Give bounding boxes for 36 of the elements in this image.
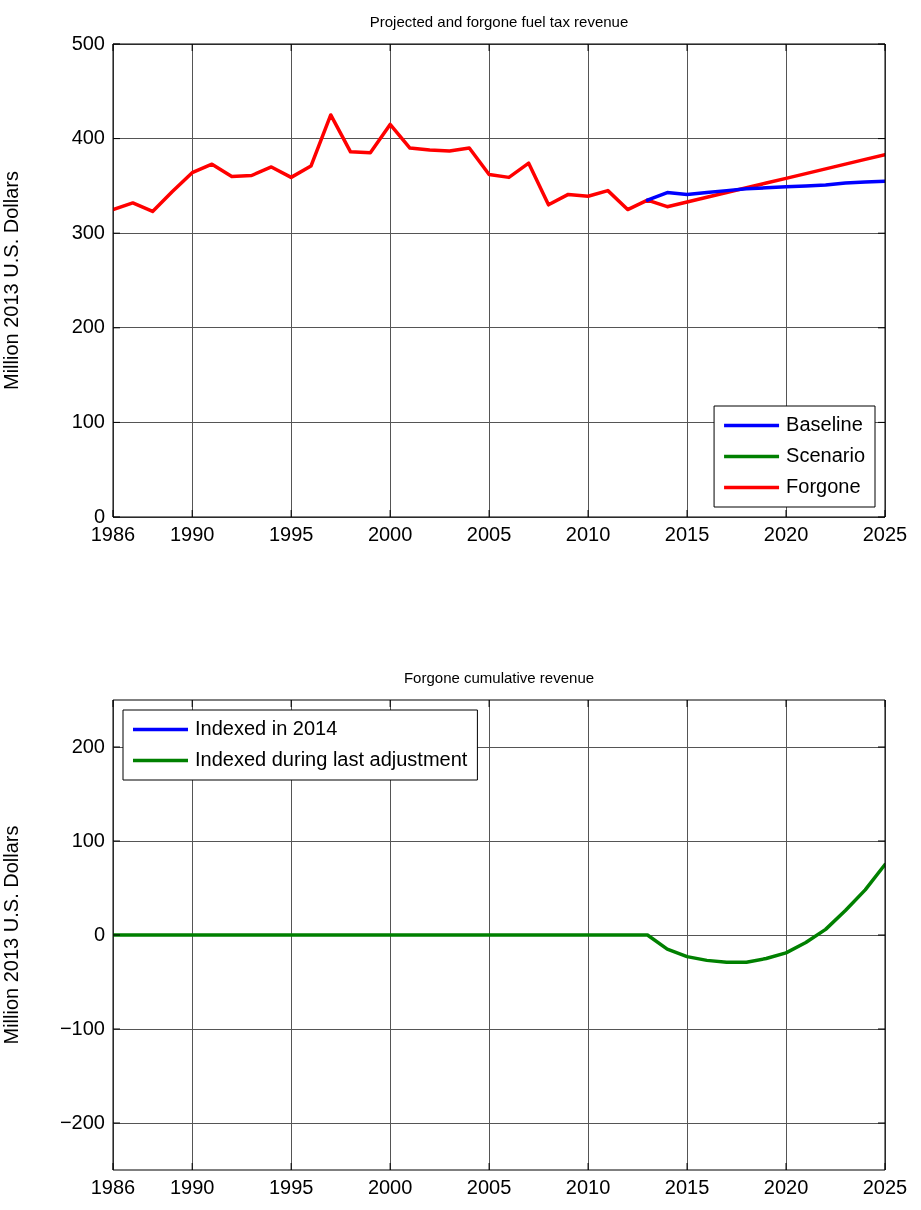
- legend-label: Indexed in 2014: [195, 717, 338, 740]
- x-tick-label: 2005: [466, 522, 512, 545]
- x-tick-label: 2020: [763, 522, 809, 545]
- x-tick-label: 2020: [763, 1175, 809, 1198]
- x-tick-label: 2010: [565, 522, 611, 545]
- x-tick-label: 2015: [664, 522, 710, 545]
- y-tick-label: 0: [93, 922, 105, 945]
- y-tick-label: −200: [59, 1110, 105, 1133]
- x-tick-label: 2000: [367, 1175, 413, 1198]
- legend-label: Indexed during last adjustment: [195, 748, 468, 771]
- x-tick-label: 1986: [90, 1175, 136, 1198]
- x-tick-label: 2000: [367, 522, 413, 545]
- y-tick-label: 200: [71, 734, 105, 757]
- chart-title: Forgone cumulative revenue: [403, 668, 595, 686]
- y-tick-label: 100: [71, 828, 105, 851]
- y-tick-label: 300: [71, 220, 105, 243]
- legend-label: Baseline: [786, 413, 863, 436]
- x-tick-label: 2015: [664, 1175, 710, 1198]
- y-axis-title: Million 2013 U.S. Dollars: [0, 171, 22, 390]
- chart-title: Projected and forgone fuel tax revenue: [369, 12, 629, 30]
- y-tick-label: 200: [71, 315, 105, 338]
- x-tick-label: 2010: [565, 1175, 611, 1198]
- y-tick-label: 500: [71, 31, 105, 54]
- x-tick-label: 2005: [466, 1175, 512, 1198]
- x-tick-label: 1995: [268, 1175, 314, 1198]
- x-tick-label: 1990: [169, 522, 215, 545]
- y-axis-title: Million 2013 U.S. Dollars: [0, 825, 22, 1045]
- y-tick-label: −100: [59, 1016, 105, 1039]
- x-tick-label: 1995: [268, 522, 314, 545]
- legend-label: Forgone: [786, 475, 861, 498]
- x-tick-label: 1990: [169, 1175, 215, 1198]
- legend-label: Scenario: [786, 444, 865, 467]
- y-tick-label: 100: [71, 409, 105, 432]
- x-tick-label: 2025: [862, 1175, 908, 1198]
- x-tick-label: 2025: [862, 522, 908, 545]
- y-tick-label: 400: [71, 126, 105, 149]
